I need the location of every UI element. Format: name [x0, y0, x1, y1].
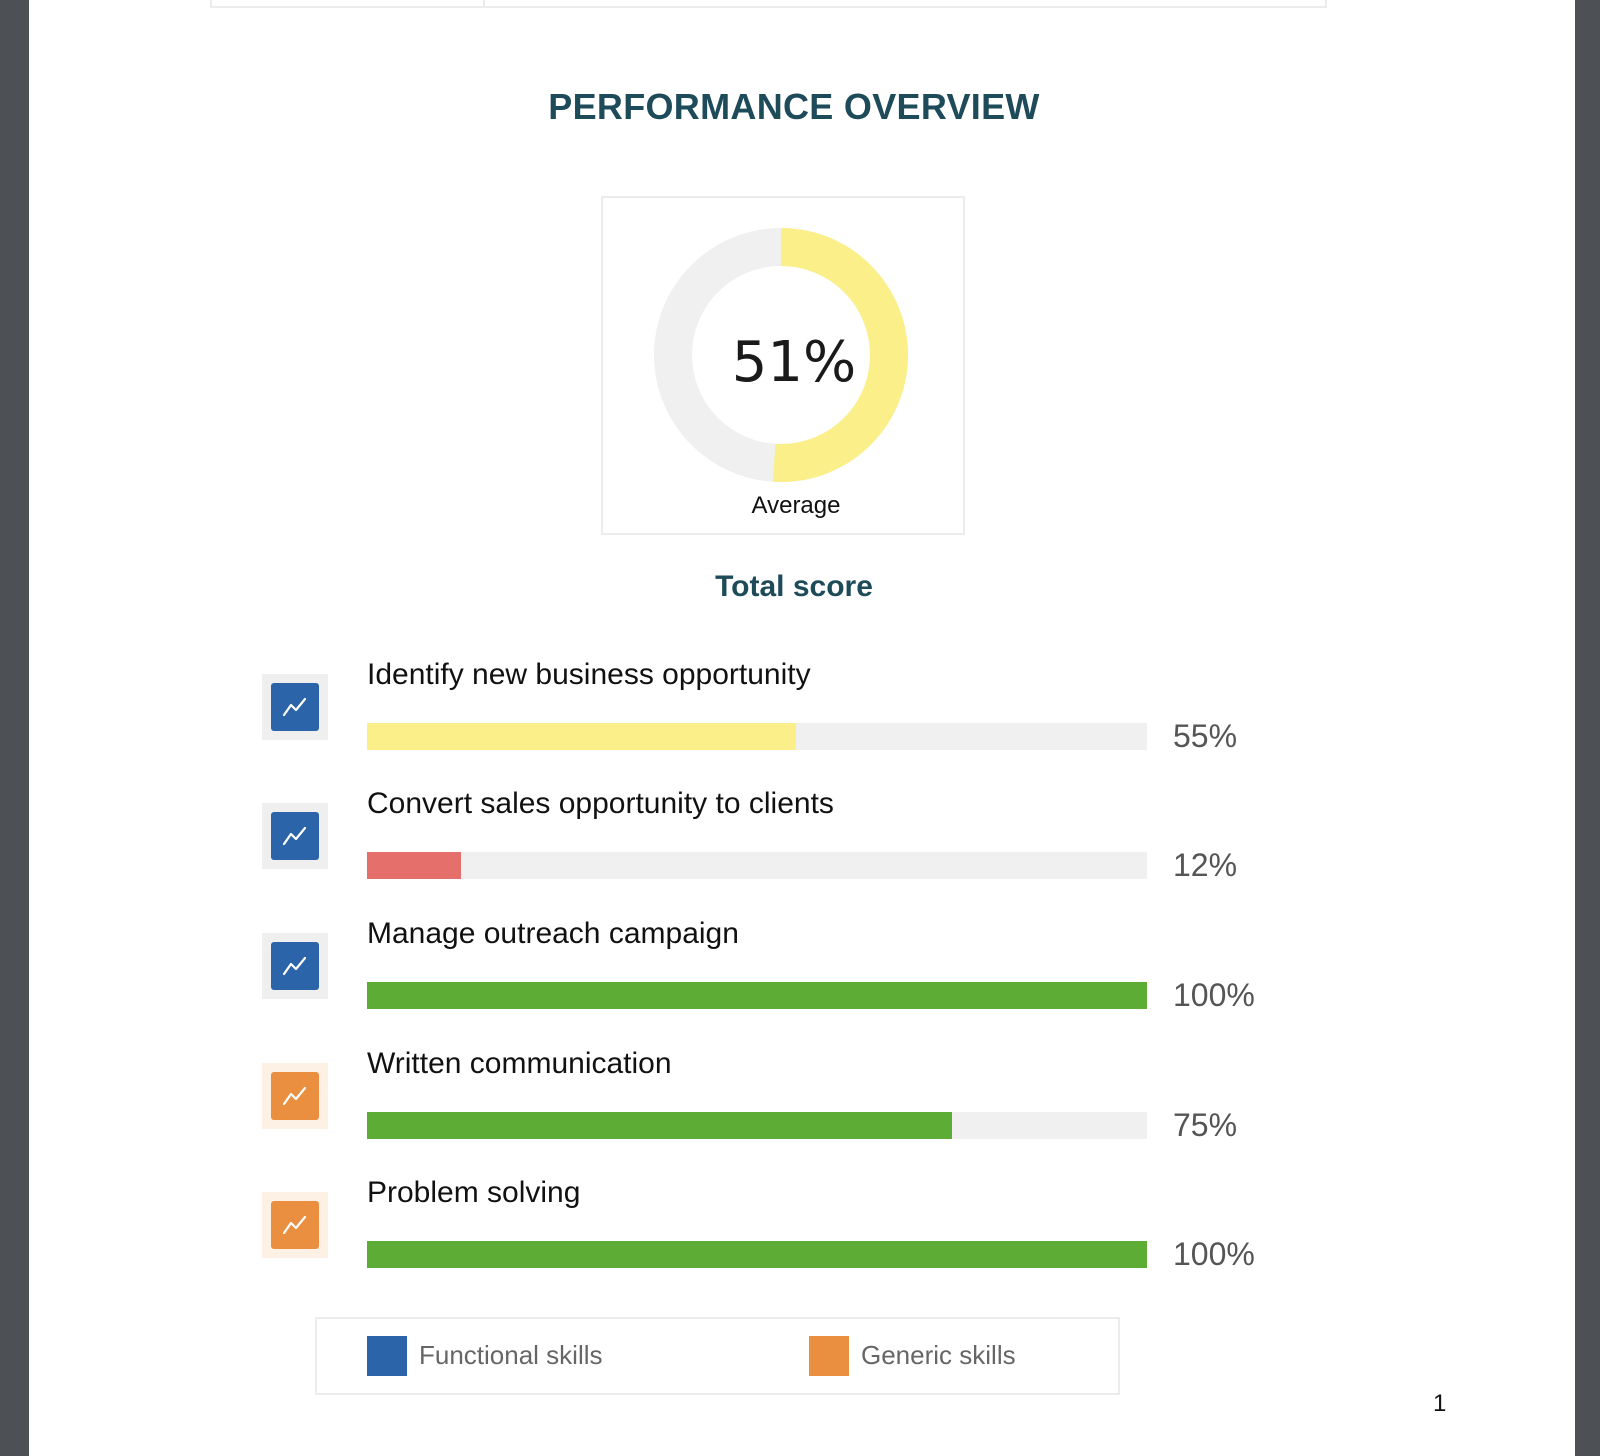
skill-percent: 100% [1173, 977, 1255, 1013]
total-score-value: 51% [731, 330, 857, 395]
page-number: 1 [1433, 1390, 1447, 1417]
page-title: PERFORMANCE OVERVIEW [548, 86, 1040, 127]
skill-icon-tile [262, 933, 328, 999]
skill-progress-bar [367, 982, 1147, 1009]
header-table [210, 0, 1327, 8]
skill-icon-tile [262, 674, 328, 740]
total-score-gauge [601, 196, 965, 535]
skill-progress-bar [367, 723, 1147, 750]
skill-progress-bar [367, 852, 1147, 879]
skill-percent: 100% [1173, 1236, 1255, 1272]
trend-chart-icon [271, 942, 319, 990]
skill-name: Problem solving [367, 1176, 581, 1209]
legend-swatch-functional [367, 1336, 407, 1376]
skill-progress-fill [367, 982, 1147, 1009]
legend: Functional skills Generic skills [315, 1317, 1120, 1395]
trend-chart-icon [271, 812, 319, 860]
skill-progress-bar [367, 1112, 1147, 1139]
trend-chart-icon [271, 1201, 319, 1249]
trend-chart-icon [271, 683, 319, 731]
skill-row: Manage outreach campaign 100% [29, 917, 1575, 1037]
skill-name: Convert sales opportunity to clients [367, 787, 834, 820]
skill-icon-tile [262, 1063, 328, 1129]
skill-progress-fill [367, 723, 796, 750]
skill-progress-fill [367, 1241, 1147, 1268]
trend-chart-icon [271, 1072, 319, 1120]
table-divider [483, 0, 485, 6]
skill-row: Identify new business opportunity 55% [29, 658, 1575, 778]
skill-name: Manage outreach campaign [367, 917, 739, 950]
skill-percent: 75% [1173, 1107, 1238, 1143]
skill-row: Problem solving 100% [29, 1176, 1575, 1296]
total-score-label: Total score [715, 570, 873, 603]
legend-swatch-generic [809, 1336, 849, 1376]
skill-progress-fill [367, 852, 461, 879]
skill-icon-tile [262, 803, 328, 869]
skill-progress-fill [367, 1112, 952, 1139]
report-page: PERFORMANCE OVERVIEW 51% Average Total s… [29, 0, 1575, 1456]
skill-name: Written communication [367, 1047, 672, 1080]
skill-percent: 12% [1173, 847, 1238, 883]
donut-chart [654, 228, 908, 482]
skill-name: Identify new business opportunity [367, 658, 811, 691]
skill-progress-bar [367, 1241, 1147, 1268]
donut-arc [654, 228, 908, 482]
skill-icon-tile [262, 1192, 328, 1258]
skill-row: Convert sales opportunity to clients 12% [29, 787, 1575, 907]
skill-percent: 55% [1173, 718, 1238, 754]
legend-label-functional: Functional skills [419, 1340, 603, 1370]
legend-label-generic: Generic skills [861, 1340, 1016, 1370]
total-score-rating: Average [751, 492, 841, 519]
skill-row: Written communication 75% [29, 1047, 1575, 1167]
